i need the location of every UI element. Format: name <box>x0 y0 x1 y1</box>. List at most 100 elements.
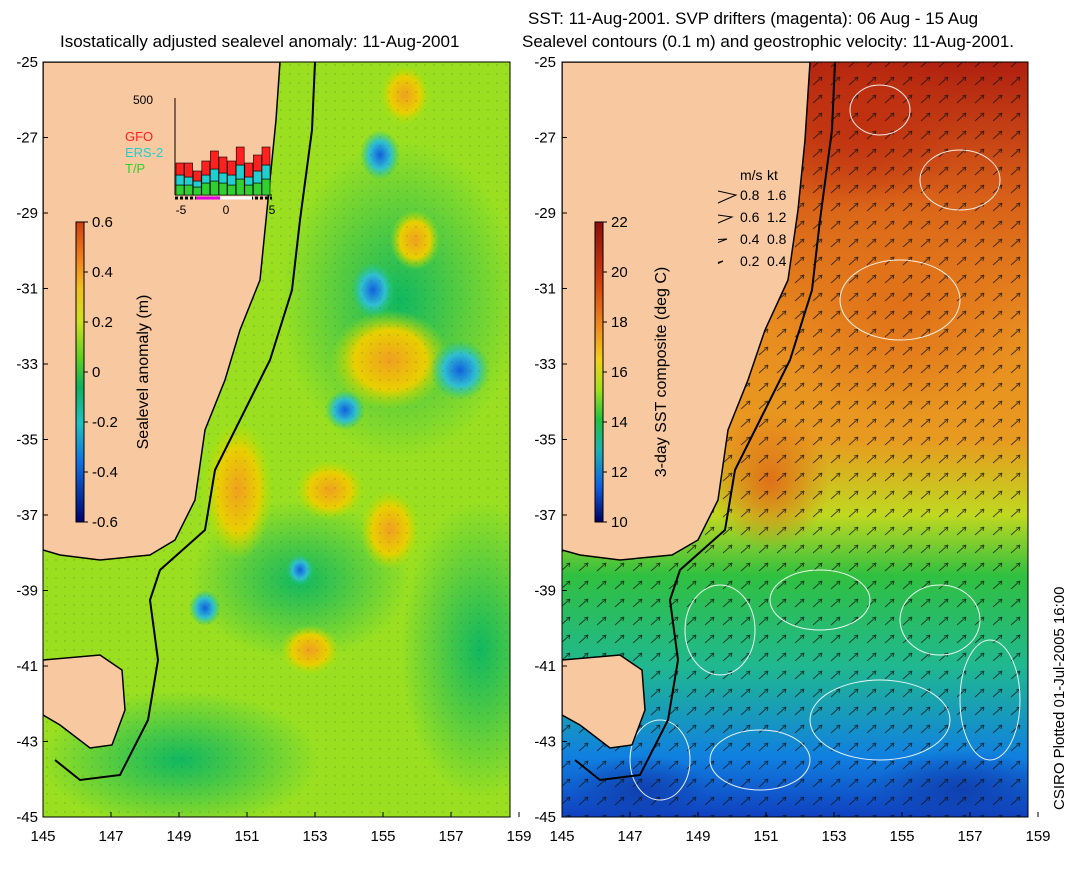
lat-label: -27 <box>16 130 38 147</box>
sealevel-colorbar <box>75 221 85 523</box>
colorbar-tick-label: 22 <box>611 214 628 231</box>
lon-label: 157 <box>438 828 463 845</box>
inset-legend-item: ERS-2 <box>125 145 163 160</box>
inset-bar-segment <box>210 180 219 196</box>
inset-bar-segment <box>184 162 193 178</box>
lat-label: -43 <box>534 734 556 751</box>
colorbar-tick-label: 0.4 <box>92 264 113 281</box>
lat-label: -45 <box>534 809 556 826</box>
lon-label: 155 <box>889 828 914 845</box>
velocity-legend-kt: 0.8 <box>767 231 787 247</box>
lon-label: 159 <box>1025 828 1050 845</box>
lat-label: -35 <box>534 432 556 449</box>
inset-bar-segment <box>175 174 185 186</box>
lat-label: -41 <box>534 658 556 675</box>
inset-bar-segment <box>235 146 245 166</box>
inset-bar-segment <box>227 174 236 186</box>
lon-label: 147 <box>98 828 123 845</box>
velocity-legend-arrow <box>717 214 734 224</box>
right-latitude-axis: -25 -27 -29 -31 -33 -35 -37 -39 -41 -43 -45 <box>534 54 567 826</box>
sst-colorbar <box>594 221 604 523</box>
sealevel-colorbar-label: Sealevel anomaly (m) <box>135 295 152 450</box>
lat-label: -37 <box>534 507 556 524</box>
inset-bar-segment <box>227 160 236 176</box>
lat-label: -31 <box>16 281 38 298</box>
lon-label: 155 <box>370 828 395 845</box>
shelf-contour-right <box>574 62 836 782</box>
inset-ymax-label: 500 <box>133 93 153 107</box>
colorbar-tick-label: 10 <box>611 514 628 531</box>
colorbar-tick-label: 14 <box>611 414 628 431</box>
velocity-legend-ms: 0.6 <box>740 209 760 225</box>
inset-bar-segment <box>253 170 262 184</box>
inset-bar-segment <box>218 156 228 174</box>
inset-bar-segment <box>210 168 219 182</box>
velocity-legend-header-ms: m/s <box>740 167 763 183</box>
velocity-legend-arrow <box>717 260 724 264</box>
lat-label: -29 <box>534 205 556 222</box>
left-map-title: Isostatically adjusted sealevel anomaly:… <box>60 32 460 51</box>
inset-bar-segment <box>244 162 254 178</box>
lon-label: 149 <box>166 828 191 845</box>
lat-label: -33 <box>534 356 556 373</box>
tasmania-right <box>562 654 646 749</box>
lon-label: 153 <box>821 828 846 845</box>
lat-label: -37 <box>16 507 38 524</box>
inset-bar-segment <box>201 174 211 184</box>
shelf-contour <box>54 62 316 782</box>
lat-label: -33 <box>16 356 38 373</box>
inset-x-tick: 5 <box>269 203 276 217</box>
inset-bar-segment <box>210 150 219 170</box>
inset-bar-segment <box>201 160 211 176</box>
lat-label: -29 <box>16 205 38 222</box>
colorbar-tick-label: 20 <box>611 264 628 281</box>
left-latitude-axis: -25 -27 -29 -31 -33 -35 -37 -39 -41 -43 -45 <box>16 54 48 826</box>
australia-mainland-right <box>562 62 811 561</box>
colorbar-tick-label: 0.6 <box>92 214 113 231</box>
lon-label: 157 <box>957 828 982 845</box>
inset-x-ticks: -5 0 5 <box>176 203 276 217</box>
lat-label: -41 <box>16 658 38 675</box>
colorbar-tick-label: -0.2 <box>92 414 118 431</box>
right-map-title-line2: Sealevel contours (0.1 m) and geostrophi… <box>522 32 1015 51</box>
plot-credit: CSIRO Plotted 01-Jul-2005 16:00 <box>1051 587 1068 810</box>
lat-label: -43 <box>16 734 38 751</box>
lon-label: 145 <box>549 828 574 845</box>
lon-label: 147 <box>617 828 642 845</box>
inset-bar-segment <box>244 184 254 196</box>
inset-bar-segment <box>175 184 185 196</box>
inset-x-tick: 0 <box>223 203 230 217</box>
sst-colorbar-ticks: 22 20 18 16 14 12 10 <box>603 214 628 531</box>
colorbar-tick-label: 0.2 <box>92 314 113 331</box>
lat-label: -25 <box>16 54 38 71</box>
inset-legend-item: GFO <box>125 129 153 144</box>
inset-bar-segment <box>253 154 262 172</box>
inset-bar-segment <box>175 162 185 176</box>
lon-label: 159 <box>506 828 531 845</box>
lon-label: 153 <box>302 828 327 845</box>
colorbar-tick-label: 12 <box>611 464 628 481</box>
inset-bar-segment <box>192 186 202 196</box>
inset-bars <box>175 146 271 196</box>
right-map-title-line1: SST: 11-Aug-2001. SVP drifters (magenta)… <box>528 9 979 28</box>
inset-bar-segment <box>184 176 193 186</box>
velocity-legend: m/s kt 0.8 1.6 0.6 1.2 0.4 0.8 0.2 0.4 <box>717 167 787 269</box>
inset-bar-segment <box>244 176 254 186</box>
colorbar-tick-label: 16 <box>611 364 628 381</box>
sst-colorbar-label: 3-day SST composite (deg C) <box>653 267 670 477</box>
inset-bar-segment <box>227 184 236 196</box>
inset-bar-segment <box>253 182 262 196</box>
inset-bar-segment <box>261 146 271 166</box>
tasmania <box>43 654 126 749</box>
velocity-legend-arrow <box>717 238 728 243</box>
right-map <box>562 62 1028 817</box>
inset-bar-segment <box>261 164 271 180</box>
sealevel-contours <box>629 84 1021 801</box>
inset-bar-segment <box>261 178 271 196</box>
velocity-legend-header-kt: kt <box>767 167 778 183</box>
lon-label: 151 <box>753 828 778 845</box>
colorbar-tick-label: -0.6 <box>92 514 118 531</box>
inset-bar-segment <box>192 170 202 182</box>
colorbar-tick-label: -0.4 <box>92 464 118 481</box>
